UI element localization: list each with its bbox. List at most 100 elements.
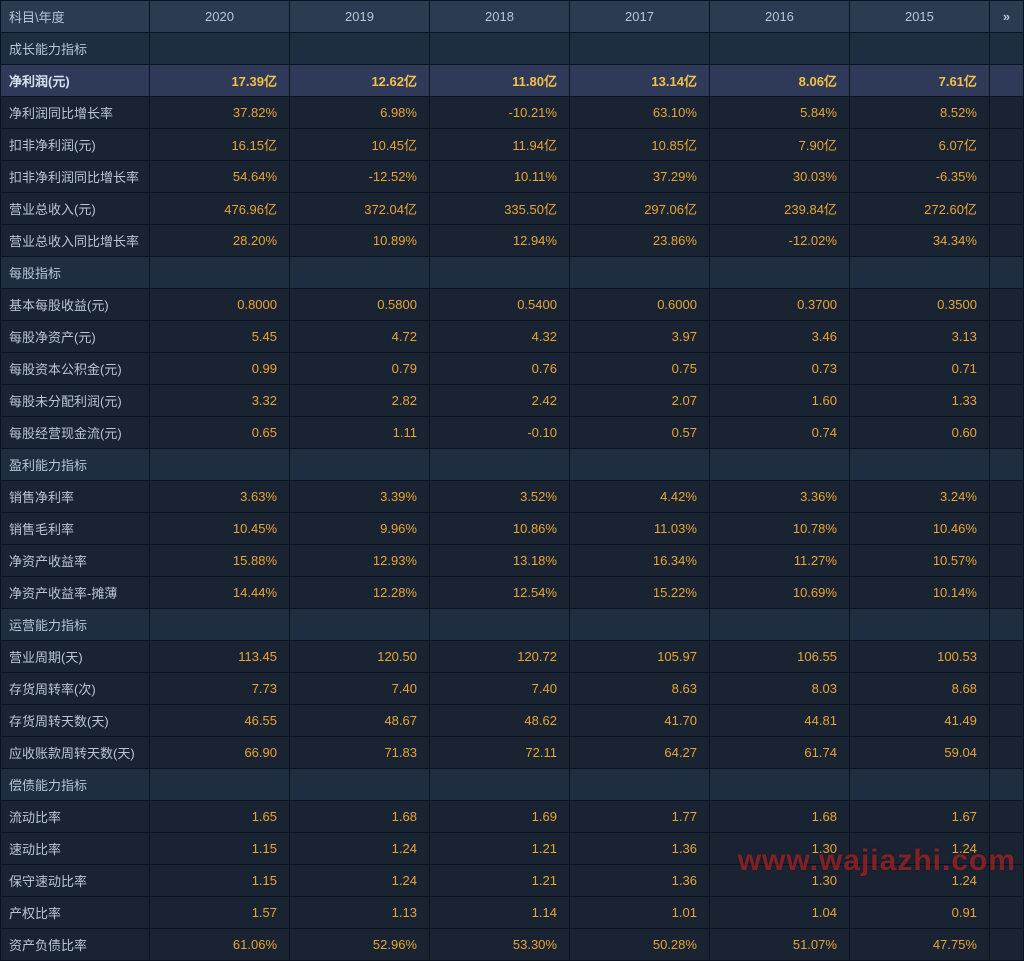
value-cell: 0.91 <box>849 897 989 929</box>
value-cell: -0.10 <box>429 417 569 449</box>
value-cell: 6.07亿 <box>849 129 989 161</box>
value-cell: 1.01 <box>569 897 709 929</box>
value-cell: 15.22% <box>569 577 709 609</box>
header-row: 科目\年度 2020 2019 2018 2017 2016 2015 » <box>1 1 1024 33</box>
value-cell: 5.84% <box>709 97 849 129</box>
row-label: 净利润(元) <box>1 65 150 97</box>
header-year-2019: 2019 <box>290 1 430 33</box>
empty-cell <box>989 865 1023 897</box>
value-cell: 1.65 <box>150 801 290 833</box>
header-year-2017: 2017 <box>569 1 709 33</box>
value-cell: 6.98% <box>290 97 430 129</box>
value-cell: 8.68 <box>849 673 989 705</box>
section-title: 成长能力指标 <box>1 33 150 65</box>
value-cell: 1.21 <box>429 833 569 865</box>
empty-cell <box>429 33 569 65</box>
empty-cell <box>150 609 290 641</box>
header-year-2015: 2015 <box>849 1 989 33</box>
value-cell: 3.32 <box>150 385 290 417</box>
empty-cell <box>290 257 430 289</box>
table-row: 保守速动比率1.151.241.211.361.301.24 <box>1 865 1024 897</box>
value-cell: 3.52% <box>429 481 569 513</box>
section-title: 每股指标 <box>1 257 150 289</box>
value-cell: 10.89% <box>290 225 430 257</box>
empty-cell <box>989 897 1023 929</box>
value-cell: 46.55 <box>150 705 290 737</box>
value-cell: 0.5400 <box>429 289 569 321</box>
empty-cell <box>989 385 1023 417</box>
row-label: 保守速动比率 <box>1 865 150 897</box>
value-cell: 0.73 <box>709 353 849 385</box>
empty-cell <box>569 257 709 289</box>
value-cell: 113.45 <box>150 641 290 673</box>
empty-cell <box>709 33 849 65</box>
value-cell: 3.46 <box>709 321 849 353</box>
empty-cell <box>989 225 1023 257</box>
table-row: 净利润同比增长率37.82%6.98%-10.21%63.10%5.84%8.5… <box>1 97 1024 129</box>
table-row: 净资产收益率-摊薄14.44%12.28%12.54%15.22%10.69%1… <box>1 577 1024 609</box>
empty-cell <box>150 449 290 481</box>
value-cell: 1.04 <box>709 897 849 929</box>
value-cell: 1.21 <box>429 865 569 897</box>
value-cell: 52.96% <box>290 929 430 961</box>
row-label: 速动比率 <box>1 833 150 865</box>
empty-cell <box>989 641 1023 673</box>
value-cell: 0.99 <box>150 353 290 385</box>
row-label: 销售毛利率 <box>1 513 150 545</box>
value-cell: 0.60 <box>849 417 989 449</box>
empty-cell <box>709 449 849 481</box>
value-cell: 10.69% <box>709 577 849 609</box>
value-cell: 37.82% <box>150 97 290 129</box>
value-cell: 3.36% <box>709 481 849 513</box>
row-label: 每股经营现金流(元) <box>1 417 150 449</box>
empty-cell <box>849 769 989 801</box>
row-label: 每股资本公积金(元) <box>1 353 150 385</box>
empty-cell <box>989 33 1023 65</box>
value-cell: 3.97 <box>569 321 709 353</box>
value-cell: 0.3700 <box>709 289 849 321</box>
table-row: 应收账款周转天数(天)66.9071.8372.1164.2761.7459.0… <box>1 737 1024 769</box>
empty-cell <box>429 449 569 481</box>
row-label: 存货周转率(次) <box>1 673 150 705</box>
value-cell: 1.24 <box>849 865 989 897</box>
value-cell: 53.30% <box>429 929 569 961</box>
value-cell: 1.24 <box>849 833 989 865</box>
empty-cell <box>989 289 1023 321</box>
scroll-right-cell[interactable]: » <box>989 1 1023 33</box>
table-row: 销售净利率3.63%3.39%3.52%4.42%3.36%3.24% <box>1 481 1024 513</box>
empty-cell <box>989 449 1023 481</box>
table-row: 每股未分配利润(元)3.322.822.422.071.601.33 <box>1 385 1024 417</box>
value-cell: 8.03 <box>709 673 849 705</box>
empty-cell <box>429 609 569 641</box>
empty-cell <box>569 449 709 481</box>
table-row: 基本每股收益(元)0.80000.58000.54000.60000.37000… <box>1 289 1024 321</box>
value-cell: 0.79 <box>290 353 430 385</box>
value-cell: 0.3500 <box>849 289 989 321</box>
value-cell: 12.62亿 <box>290 65 430 97</box>
value-cell: 41.49 <box>849 705 989 737</box>
empty-cell <box>290 609 430 641</box>
table-row: 存货周转率(次)7.737.407.408.638.038.68 <box>1 673 1024 705</box>
value-cell: 10.46% <box>849 513 989 545</box>
row-label: 应收账款周转天数(天) <box>1 737 150 769</box>
row-label: 每股净资产(元) <box>1 321 150 353</box>
empty-cell <box>849 449 989 481</box>
value-cell: 41.70 <box>569 705 709 737</box>
row-label: 营业总收入同比增长率 <box>1 225 150 257</box>
table-row: 扣非净利润同比增长率54.64%-12.52%10.11%37.29%30.03… <box>1 161 1024 193</box>
value-cell: 476.96亿 <box>150 193 290 225</box>
value-cell: 12.54% <box>429 577 569 609</box>
empty-cell <box>989 769 1023 801</box>
value-cell: 106.55 <box>709 641 849 673</box>
row-label: 产权比率 <box>1 897 150 929</box>
empty-cell <box>989 545 1023 577</box>
value-cell: -6.35% <box>849 161 989 193</box>
value-cell: 1.77 <box>569 801 709 833</box>
row-label: 净资产收益率-摊薄 <box>1 577 150 609</box>
empty-cell <box>429 769 569 801</box>
table-row: 扣非净利润(元)16.15亿10.45亿11.94亿10.85亿7.90亿6.0… <box>1 129 1024 161</box>
value-cell: 47.75% <box>849 929 989 961</box>
value-cell: 15.88% <box>150 545 290 577</box>
chevron-right-icon[interactable]: » <box>1003 9 1010 24</box>
value-cell: 16.15亿 <box>150 129 290 161</box>
